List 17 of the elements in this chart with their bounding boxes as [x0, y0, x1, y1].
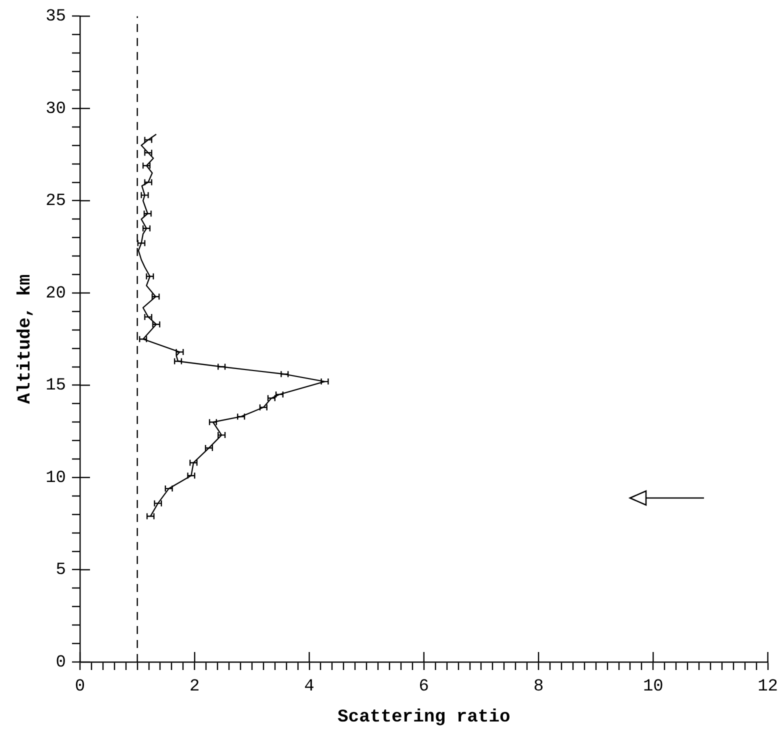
y-tick-label: 15 — [46, 376, 66, 396]
x-tick-label: 10 — [642, 678, 664, 697]
y-tick-label: 5 — [56, 561, 66, 580]
x-tick-label: 2 — [190, 678, 200, 697]
x-tick-label: 8 — [533, 678, 544, 697]
x-tick-label: 4 — [304, 678, 314, 697]
y-tick-label: 25 — [46, 192, 66, 212]
y-axis-title: Altitude, km — [15, 274, 36, 404]
x-tick-label: 0 — [74, 678, 86, 697]
y-tick-label: 30 — [46, 100, 66, 119]
y-tick-label: 0 — [56, 654, 66, 672]
y-tick-label: 20 — [46, 284, 66, 304]
x-axis-title: Scattering ratio — [337, 708, 510, 728]
x-tick-label: 6 — [418, 678, 429, 697]
y-tick-label: 10 — [46, 468, 66, 488]
x-tick-label: 12 — [758, 678, 778, 697]
y-tick-label: 35 — [46, 8, 66, 27]
